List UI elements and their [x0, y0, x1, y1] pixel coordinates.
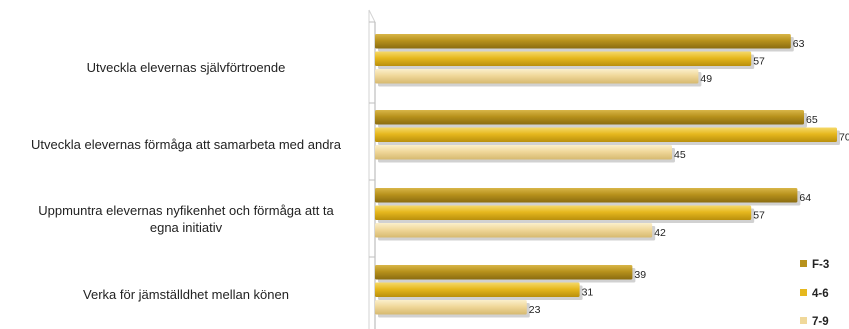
bar-4-6: [375, 51, 752, 66]
data-label: 31: [582, 287, 594, 299]
bar-7-9: [375, 223, 653, 238]
legend-swatch: [800, 260, 807, 267]
category-label: Utveckla elevernas självförtroende: [87, 60, 286, 75]
category-labels: Utveckla elevernas självförtroende Utveck…: [31, 60, 342, 302]
category-label: Verka för jämställdhet mellan könen: [83, 287, 289, 302]
data-label: 42: [654, 227, 666, 239]
y-axis: [368, 9, 376, 329]
y-axis-wall-top: [368, 9, 376, 23]
bar-7-9: [375, 145, 672, 160]
bar-f-3: [375, 110, 804, 125]
data-label: 57: [753, 210, 765, 222]
bar-4-6: [375, 205, 752, 220]
data-label: 39: [634, 269, 646, 281]
bar-7-9: [375, 69, 699, 84]
data-label: 57: [753, 56, 765, 68]
legend-label: 7-9: [812, 316, 829, 328]
data-label: 63: [793, 38, 805, 50]
bar-f-3: [375, 34, 791, 49]
bar-f-3: [375, 265, 633, 280]
category-label: Uppmuntra elevernas nyfikenhet och förmå…: [38, 203, 334, 218]
data-label: 23: [529, 304, 541, 316]
legend-swatch: [800, 317, 807, 324]
data-label: 70: [839, 132, 849, 144]
bar-7-9: [375, 300, 527, 315]
legend-label: F-3: [812, 259, 829, 271]
legend: F-3 4-6 7-9: [800, 259, 829, 328]
legend-label: 4-6: [812, 288, 829, 300]
bar-4-6: [375, 127, 837, 142]
data-label: 65: [806, 114, 818, 126]
legend-swatch: [800, 289, 807, 296]
bars: [375, 34, 840, 318]
bar-4-6: [375, 282, 580, 297]
category-label: Utveckla elevernas förmåga att samarbeta…: [31, 137, 342, 152]
data-label: 64: [799, 192, 811, 204]
data-label: 45: [674, 149, 686, 161]
value-labels: 63 57 49 65 70 45 64 57 42 39 31 23: [529, 38, 849, 316]
category-label: egna initiativ: [150, 220, 223, 235]
data-label: 49: [700, 73, 712, 85]
bar-f-3: [375, 188, 798, 203]
